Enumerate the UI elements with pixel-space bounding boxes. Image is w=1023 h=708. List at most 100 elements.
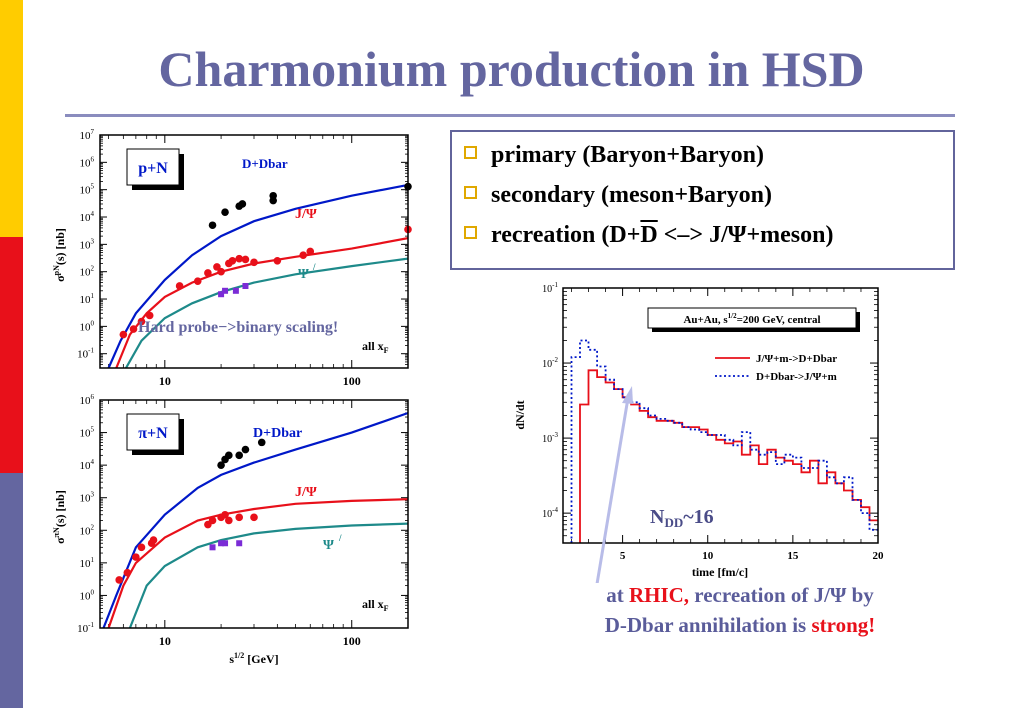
rhic-arrow-head-icon	[622, 386, 633, 404]
bullet-item-recreation: recreation (D+D <–> J/Ψ+meson)	[464, 222, 833, 249]
piN-dd-label: D+Dbar	[253, 426, 302, 441]
piN-point-psip	[218, 540, 225, 547]
pN-point-jpsi	[299, 251, 308, 260]
rhic-legend-title: Au+Au, s1/2=200 GeV, central	[683, 312, 820, 326]
rhic-xtick-label: 15	[787, 550, 799, 562]
pN-ytick-label: 100	[80, 319, 95, 333]
rhic-legend-series1: J/Ψ+m->D+Dbar	[756, 353, 837, 365]
caption-line-2: D-Dbar annihilation is strong!	[604, 613, 876, 637]
rhic-ylabel: dN/dt	[513, 400, 527, 429]
piN-point-dd	[225, 451, 233, 460]
piN-ytick-label: 106	[80, 393, 95, 407]
bullet-text: secondary (meson+Baryon)	[491, 182, 772, 208]
rhic-legend-box	[647, 307, 857, 329]
piN-jpsi-label: J/Ψ	[295, 485, 317, 500]
piN-xtick-label: 100	[343, 634, 361, 648]
pN-frame	[99, 134, 409, 369]
piN-point-jpsi	[208, 516, 217, 525]
piN-point-jpsi	[132, 553, 140, 561]
rhic-xtick-label: 10	[702, 550, 714, 562]
piN-chart: 106 105 104 103 102 101 100 10-1 10 100 π+N D+Dba…	[52, 393, 409, 666]
piN-ytick-label: 101	[80, 556, 95, 570]
piN-point-psip	[222, 540, 229, 547]
piN-curve-psip	[128, 522, 408, 628]
title-rule	[65, 114, 955, 117]
pN-ytick-label: 106	[80, 155, 95, 169]
pN-dd-label: D+Dbar	[242, 156, 288, 171]
pN-point-psip	[232, 287, 239, 294]
pN-point-jpsi	[119, 330, 128, 339]
pN-point-jpsi	[306, 247, 315, 256]
pN-point-jpsi	[193, 277, 202, 285]
bullet-box: primary (Baryon+Baryon) secondary (meson…	[450, 130, 955, 270]
pN-point-jpsi	[235, 254, 243, 263]
bullet-square-icon	[464, 226, 477, 239]
piN-xtick-label: 10	[159, 634, 171, 648]
pN-point-dd	[269, 196, 277, 205]
pN-point-jpsi	[204, 269, 212, 277]
pN-jpsi-label: J/Ψ	[295, 207, 317, 222]
sidebar-blue	[0, 473, 23, 708]
piN-box	[126, 413, 180, 451]
rhic-ytick-label: 10-4	[542, 506, 558, 520]
piN-point-jpsi	[225, 516, 233, 525]
bullet-item-primary: primary (Baryon+Baryon)	[464, 142, 764, 169]
pN-ytick-label: 107	[80, 128, 95, 142]
pN-psip-label: Ψ	[298, 267, 309, 282]
pN-ytick-label: 105	[80, 183, 95, 197]
sidebar-yellow	[0, 0, 23, 237]
pN-allx: all xF	[362, 339, 389, 355]
pN-annotation: Hard probe−>binary scaling!	[138, 319, 338, 336]
rhic-series-solid	[579, 369, 878, 543]
rhic-ytick-label: 10-3	[542, 431, 558, 445]
pN-point-jpsi	[250, 258, 258, 267]
bullet-text: primary (Baryon+Baryon)	[491, 142, 764, 168]
caption-line-1: at RHIC, recreation of J/Ψ by	[606, 583, 874, 607]
piN-psip-label: Ψ	[323, 538, 334, 553]
rhic-ytick-label: 10-2	[542, 356, 558, 370]
pN-point-jpsi	[145, 311, 154, 320]
pN-xtick-label: 10	[159, 374, 171, 388]
piN-frame	[99, 399, 409, 629]
rhic-xlabel: time [fm/c]	[692, 565, 748, 579]
rhic-legend-series2: D+Dbar->J/Ψ+m	[756, 371, 837, 383]
pN-point-psip	[222, 287, 229, 294]
piN-ytick-label: 104	[80, 458, 95, 472]
pN-psip-prime: /	[312, 262, 316, 272]
pN-point-jpsi	[129, 325, 138, 333]
pN-point-jpsi	[273, 257, 282, 265]
piN-point-jpsi	[235, 513, 243, 522]
pN-ytick-label: 104	[80, 210, 95, 224]
bullet-item-secondary: secondary (meson+Baryon)	[464, 182, 772, 209]
piN-box-label: π+N	[138, 425, 168, 442]
pN-point-psip	[218, 291, 225, 298]
pN-point-jpsi	[137, 317, 146, 326]
piN-point-jpsi	[123, 568, 132, 577]
pN-curve-dd	[107, 183, 408, 368]
pN-point-dd	[221, 208, 229, 217]
piN-point-dd	[257, 438, 266, 447]
rhic-xtick-label: 20	[873, 550, 885, 562]
rhic-ndd-label: NDD~16	[650, 506, 714, 530]
piN-ytick-label: 100	[80, 588, 95, 602]
bullet-square-icon	[464, 186, 477, 199]
piN-point-dd	[235, 451, 243, 460]
piN-point-jpsi	[250, 513, 258, 522]
piN-point-jpsi	[115, 576, 123, 584]
pN-ytick-label: 101	[80, 292, 95, 306]
bullet-text-pre: recreation (D+	[491, 222, 641, 248]
piN-point-dd	[241, 445, 250, 454]
piN-ytick-label: 102	[80, 523, 95, 537]
pN-point-jpsi	[241, 255, 250, 264]
bullet-square-icon	[464, 146, 477, 159]
rhic-ytick-label: 10-1	[542, 281, 558, 295]
slide-title: Charmonium production in HSD	[158, 41, 865, 97]
rhic-frame	[562, 287, 879, 544]
piN-psip-prime: /	[338, 533, 342, 543]
piN-point-jpsi	[221, 510, 229, 519]
pN-point-jpsi	[228, 257, 237, 265]
pN-box-label: p+N	[138, 160, 168, 177]
piN-point-jpsi	[137, 543, 146, 552]
rhic-chart: 10-1 10-2 10-3 10-4 5 10 15 20 Au+Au, s1/2=200 …	[513, 281, 885, 583]
pN-point-jpsi	[217, 267, 225, 276]
